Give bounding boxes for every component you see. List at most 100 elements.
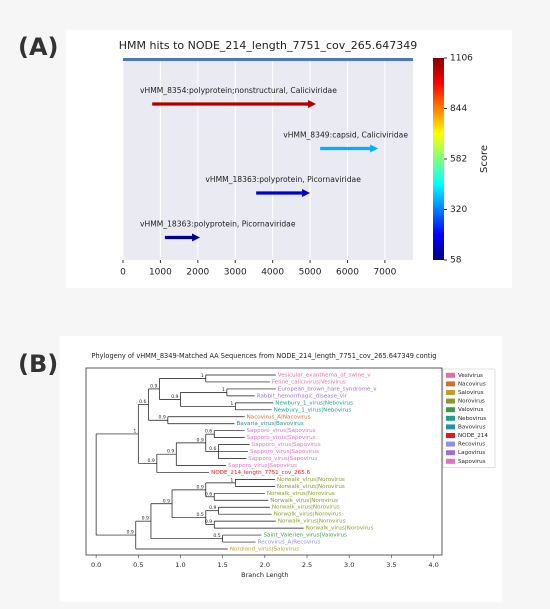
chart-title: Phylogeny of vHMM_8349-Matched AA Sequen…: [92, 352, 437, 360]
hit-arrow: [256, 189, 311, 197]
support-value: 0.9: [159, 415, 166, 421]
support-value: 0.9: [209, 505, 216, 511]
leaf-label: Saint_Valerien_virus|Valovirus: [263, 533, 347, 539]
leaf-label: European_brown_hare_syndrome_v: [278, 386, 378, 392]
legend-swatch: [446, 424, 455, 430]
x-tick-label: 3.0: [344, 561, 354, 569]
x-tick-label: 0.0: [91, 561, 101, 569]
contig-bar: [123, 58, 413, 61]
leaf-label: Nacovirus_A|Nacovirus: [247, 414, 311, 420]
legend-swatch: [446, 372, 455, 378]
hit-label: vHMM_8354:polyprotein;nonstructural, Cal…: [140, 86, 337, 95]
legend-label: Recovirus: [458, 442, 485, 448]
hit-label: vHMM_8349:capsid, Caliciviridae: [283, 131, 408, 140]
support-value: 0.9: [126, 530, 133, 536]
panel-label: (B): [18, 350, 58, 378]
legend-label: Nebovirus: [458, 416, 486, 422]
legend-swatch: [446, 458, 455, 464]
leaf-label: Recovirus_A|Recovirus: [258, 540, 321, 546]
x-tick-label: 6000: [336, 268, 359, 278]
support-value: 1: [222, 387, 225, 393]
legend-label: Valovirus: [458, 407, 484, 413]
leaf-label: Norwalk_virus|Norovirus: [306, 526, 374, 532]
legend-swatch: [446, 433, 455, 438]
leaf-label: Rabbit_hemorrhagic_disease_vir: [257, 393, 348, 399]
colorbar: [433, 58, 444, 260]
support-value: 0.6: [205, 429, 212, 435]
x-tick-label: 1.5: [217, 561, 227, 569]
legend-label: Nacovirus: [458, 381, 486, 387]
legend-swatch: [446, 398, 455, 404]
support-value: 0.6: [139, 399, 146, 405]
x-tick-label: 1.0: [175, 561, 185, 569]
hit-arrow: [164, 233, 201, 242]
leaf-label: Sapporo_virus|Sapovirus: [252, 442, 321, 448]
colorbar-tick-label: 844: [450, 104, 467, 114]
leaf-label: NODE_214_length_7751_cov_265.6: [211, 470, 310, 476]
x-tick-label: 3000: [224, 268, 247, 278]
x-tick-label: 0: [120, 268, 126, 278]
legend-swatch: [446, 415, 455, 421]
x-tick-label: 2.5: [302, 561, 312, 569]
legend-swatch: [446, 390, 455, 395]
support-value: 0.9: [205, 519, 212, 525]
legend-label: Lagovirus: [458, 450, 485, 456]
support-value: 1: [230, 477, 233, 483]
leaf-label: Sapporo_virus|Sapovirus: [250, 449, 319, 455]
colorbar-label: Score: [479, 145, 490, 173]
leaf-label: Norwalk_virus|Norovirus: [272, 505, 340, 511]
leaf-label: Bavaria_virus|Bavovirus: [236, 421, 303, 427]
support-value: 0.9: [196, 437, 203, 443]
leaf-label: Sapporo_virus|Sapovirus: [228, 463, 297, 469]
colorbar-tick-label: 582: [450, 155, 467, 165]
x-axis-label: Branch Length: [241, 571, 288, 579]
leaf-label: Feline_calicivirus|Vesivirus: [272, 379, 346, 385]
legend-swatch: [446, 407, 455, 413]
plot-area: [123, 58, 413, 260]
panel-b-background: [60, 336, 502, 602]
support-value: 1: [133, 428, 136, 434]
legend-label: NODE_214: [458, 433, 488, 439]
support-value: 0.5: [196, 512, 203, 518]
legend-swatch: [446, 381, 455, 387]
leaf-label: Newbury_1_virus|Nebovirus: [275, 400, 353, 406]
hit-label: vHMM_18363:polyprotein, Picornaviridae: [205, 175, 361, 184]
x-tick-label: 5000: [299, 268, 322, 278]
support-value: 0.6: [205, 491, 212, 497]
leaf-label: Norwalk_virus|Norovirus: [267, 491, 335, 497]
support-value: 1: [230, 401, 233, 407]
leaf-label: Sapporo_virus|Sapovirus: [248, 456, 317, 462]
x-tick-label: 2.0: [260, 561, 270, 569]
leaf-label: Nordland_virus|Salovirus: [230, 547, 299, 553]
legend-swatch: [446, 441, 455, 447]
leaf-label: Vesicular_exanthema_of_swine_v: [278, 373, 371, 379]
leaf-label: Norwalk_virus|Norovirus: [277, 477, 345, 483]
legend-label: Norovirus: [458, 399, 485, 405]
hit-arrow: [152, 100, 317, 108]
legend-label: Bavovirus: [458, 424, 486, 430]
x-tick-label: 4.0: [428, 561, 438, 569]
x-tick-label: 0.5: [133, 561, 143, 569]
support-value: 0.9: [150, 383, 157, 389]
leaf-label: Norwalk_virus|Norovirus: [270, 498, 338, 504]
legend-label: Sapovirus: [458, 459, 486, 465]
legend-label: Salovirus: [458, 390, 484, 396]
hit-label: vHMM_18363:polyprotein, Picornaviridae: [140, 220, 296, 229]
support-value: 0.9: [167, 449, 174, 455]
leaf-label: Norwalk_virus|Norovirus: [278, 519, 346, 525]
x-tick-label: 1000: [149, 268, 172, 278]
leaf-label: Newbury_1_virus|Nebovirus: [274, 407, 352, 413]
colorbar-tick-label: 320: [450, 205, 467, 215]
support-value: 0.5: [213, 533, 220, 539]
leaf-label: Norwalk_virus|Norovirus: [274, 512, 342, 518]
support-value: 0.9: [163, 498, 170, 504]
panel-label: (A): [18, 33, 59, 61]
x-tick-label: 7000: [373, 268, 396, 278]
colorbar-tick-label: 1106: [450, 54, 473, 64]
x-tick-label: 4000: [261, 268, 284, 278]
support-value: 0.9: [148, 458, 155, 464]
leaf-label: Sapporo_virus|Sapovirus: [247, 435, 316, 441]
support-value: 0.9: [196, 484, 203, 490]
